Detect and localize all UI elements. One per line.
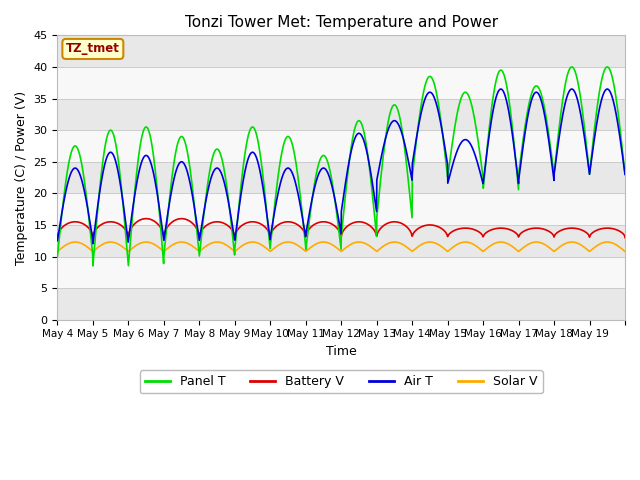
Bar (58, 225, 625, 256)
Y-axis label: Temperature (C) / Power (V): Temperature (C) / Power (V) (15, 91, 28, 264)
Title: Tonzi Tower Met: Temperature and Power: Tonzi Tower Met: Temperature and Power (184, 15, 498, 30)
Legend: Panel T, Battery V, Air T, Solar V: Panel T, Battery V, Air T, Solar V (140, 370, 543, 393)
Bar (58, 288, 625, 320)
Bar (58, 256, 625, 288)
Bar (58, 36, 625, 67)
Bar (58, 98, 625, 130)
Bar (58, 67, 625, 98)
Text: TZ_tmet: TZ_tmet (66, 42, 120, 56)
Bar (58, 130, 625, 162)
Bar (58, 162, 625, 193)
X-axis label: Time: Time (326, 345, 356, 358)
Bar (58, 193, 625, 225)
